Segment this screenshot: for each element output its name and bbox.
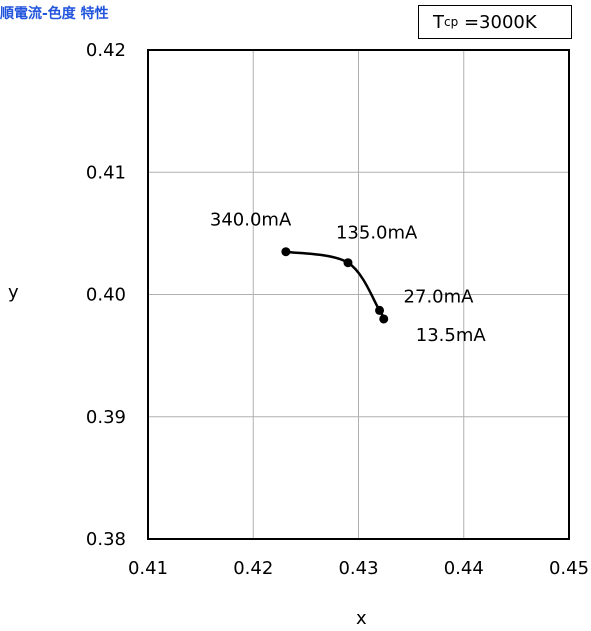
x-axis-label: x [356,608,367,629]
x-tick-label: 0.43 [338,558,378,579]
data-point [343,258,352,267]
data-point [281,247,290,256]
grid-lines [148,50,569,539]
x-tick-label: 0.41 [128,558,168,579]
data-labels: 340.0mA 135.0mA 27.0mA 13.5mA [210,210,486,346]
data-label: 340.0mA [210,210,292,231]
data-point [379,314,388,323]
y-tick-labels: 0.42 0.41 0.40 0.39 0.38 [86,40,126,550]
y-tick-label: 0.38 [86,529,126,550]
x-tick-labels: 0.41 0.42 0.43 0.44 0.45 [128,558,589,579]
data-label: 135.0mA [336,223,418,244]
y-axis-label: y [8,282,19,303]
y-tick-label: 0.42 [86,40,126,61]
x-tick-label: 0.44 [444,558,484,579]
x-tick-label: 0.42 [233,558,273,579]
y-tick-label: 0.40 [86,285,126,306]
data-label: 27.0mA [404,286,475,307]
x-tick-label: 0.45 [549,558,589,579]
y-tick-label: 0.41 [86,162,126,183]
data-point [375,306,384,315]
series-line [286,252,384,319]
data-label: 13.5mA [416,325,487,346]
y-tick-label: 0.39 [86,407,126,428]
